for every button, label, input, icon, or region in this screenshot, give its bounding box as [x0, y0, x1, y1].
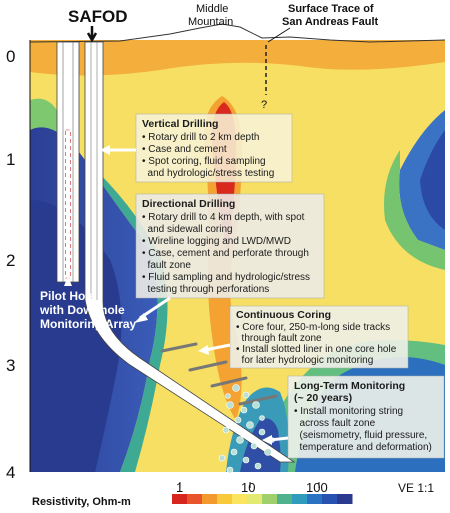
- safod-arrow-icon: [86, 26, 98, 43]
- colorbar-tick-1: 1: [176, 480, 183, 495]
- directional-drilling-title: Directional Drilling: [142, 198, 235, 210]
- colorbar-swatch: [172, 494, 188, 504]
- vertical-drilling-box: Vertical Drilling • Rotary drill to 2 km…: [100, 113, 293, 183]
- vertical-drilling-item-1: • Rotary drill to 2 km depth: [142, 132, 259, 143]
- vertical-exaggeration-label: VE 1:1: [398, 481, 434, 495]
- vertical-drilling-title: Vertical Drilling: [142, 118, 218, 130]
- colorbar-swatch: [322, 494, 338, 504]
- directional-drilling-item-6: • Fluid sampling and hydrologic/stress: [142, 272, 310, 283]
- depth-tick-0: 0: [6, 47, 15, 66]
- colorbar-swatch: [217, 494, 233, 504]
- directional-drilling-item-4: • Case, cement and perforate through: [142, 248, 309, 259]
- monitoring-item-4: temperature and deformation): [294, 442, 432, 453]
- directional-drilling-item-5: fault zone: [142, 260, 191, 271]
- continuous-coring-item-1: • Core four, 250-m-long side tracks: [236, 322, 390, 333]
- svg-text:Monitoring Array: Monitoring Array: [40, 317, 137, 331]
- safod-label: SAFOD: [68, 7, 128, 26]
- svg-text:with Downhole: with Downhole: [39, 303, 125, 317]
- continuous-coring-item-2: through fault zone: [236, 333, 322, 344]
- depth-tick-4: 4: [6, 463, 15, 482]
- depth-tick-2: 2: [6, 251, 15, 270]
- continuous-coring-box: Continuous Coring • Core four, 250-m-lon…: [198, 305, 409, 369]
- monitoring-item-3: (seismometry, fluid pressure,: [294, 430, 427, 441]
- directional-drilling-item-1: • Rotary drill to 4 km depth, with spot: [142, 212, 305, 223]
- colorbar-swatch: [337, 494, 353, 504]
- monitoring-title-2: (~ 20 years): [294, 392, 352, 404]
- continuous-coring-title: Continuous Coring: [236, 309, 331, 321]
- directional-drilling-item-3: • Wireline logging and LWD/MWD: [142, 236, 291, 247]
- monitoring-item-1: • Install monitoring string: [294, 406, 403, 417]
- middle-mountain-label-2: Mountain: [188, 16, 233, 28]
- pilot-hole: [56, 41, 80, 286]
- continuous-coring-item-4: for later hydrologic monitoring: [236, 355, 373, 366]
- earthquake-markers: [218, 384, 275, 474]
- directional-drilling-item-7: testing through perforations: [142, 284, 269, 295]
- depth-axis: 0 1 2 3 4: [6, 40, 31, 482]
- colorbar-swatch: [187, 494, 203, 504]
- directional-drilling-item-2: and sidewall coring: [142, 224, 233, 235]
- depth-tick-1: 1: [6, 150, 15, 169]
- continuous-coring-item-3: • Install slotted liner in one core hole: [236, 344, 397, 355]
- pilot-hole-label: Pilot Hole with Downhole Monitoring Arra…: [39, 289, 137, 331]
- long-term-monitoring-box: Long-Term Monitoring (~ 20 years) • Inst…: [262, 375, 445, 459]
- vertical-drilling-item-4: and hydrologic/stress testing: [142, 168, 274, 179]
- colorbar-tick-100: 100: [306, 480, 328, 495]
- vertical-drilling-item-3: • Spot coring, fluid sampling: [142, 156, 266, 167]
- surface-trace-label-2: San Andreas Fault: [282, 16, 379, 28]
- monitoring-item-2: across fault zone: [294, 418, 376, 429]
- ground-surface-line: [29, 23, 446, 43]
- colorbar-swatch: [292, 494, 308, 504]
- monitoring-title-1: Long-Term Monitoring: [294, 380, 405, 392]
- directional-drilling-box: Directional Drilling • Rotary drill to 4…: [134, 193, 325, 323]
- colorbar-title: Resistivity, Ohm-m: [32, 496, 131, 508]
- fault-question-mark: ?: [261, 99, 267, 111]
- core-side-tracks: [160, 342, 278, 406]
- svg-text:Pilot Hole: Pilot Hole: [40, 289, 96, 303]
- colorbar-swatch: [247, 494, 263, 504]
- surface-trace-label-1: Surface Trace of: [288, 3, 374, 15]
- main-borehole: [84, 41, 296, 463]
- vertical-drilling-item-2: • Case and cement: [142, 144, 227, 155]
- resistivity-colorbar: 1 10 100 Resistivity, Ohm-m: [32, 480, 353, 508]
- colorbar-swatch: [202, 494, 218, 504]
- colorbar-tick-10: 10: [241, 480, 255, 495]
- colorbar-swatch: [232, 494, 248, 504]
- colorbar-swatch: [307, 494, 323, 504]
- surface-trace-pointer: [267, 27, 291, 43]
- middle-mountain-label-1: Middle: [196, 3, 228, 15]
- colorbar-swatch: [262, 494, 278, 504]
- depth-tick-3: 3: [6, 356, 15, 375]
- colorbar-swatch: [277, 494, 293, 504]
